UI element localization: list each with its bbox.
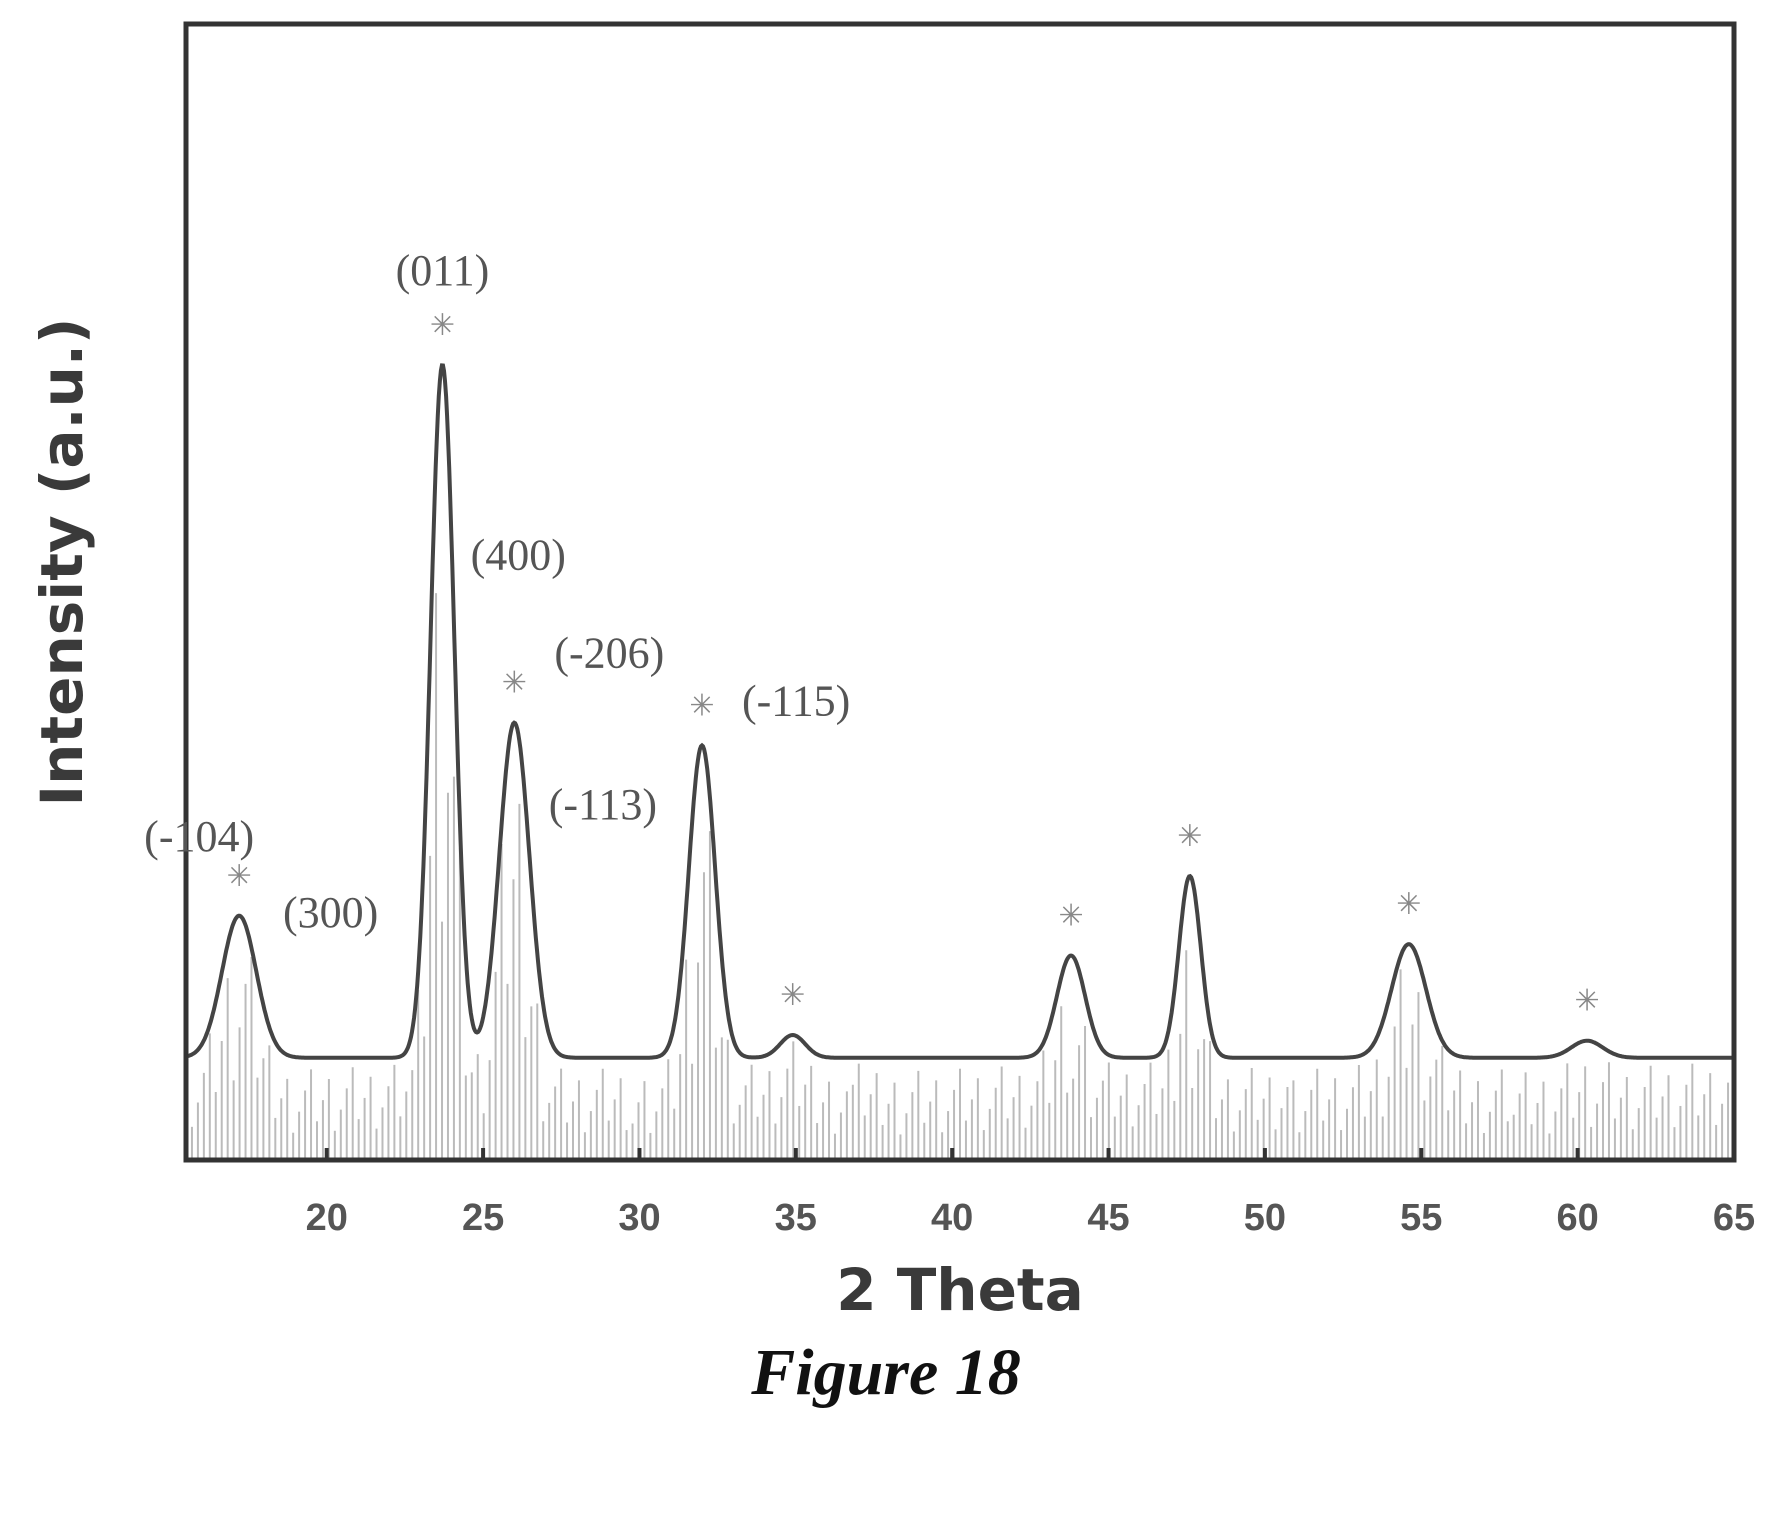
peak-annotation: (-113)	[549, 780, 657, 829]
peak-annotation: (300)	[283, 888, 378, 937]
x-tick-label: 30	[618, 1197, 660, 1239]
peak-marker: ✳	[227, 859, 252, 894]
xrd-curve	[185, 363, 1734, 1060]
xrd-chart: 20 25 30 35 40 45 50 55 60 65 ✳ ✳ ✳ ✳ ✳ ✳ ✳ ✳ ✳ (-104) (01…	[28, 21, 1755, 1320]
peak-marker: ✳	[689, 688, 714, 723]
plot-frame	[183, 21, 1737, 1163]
x-tick-label: 50	[1244, 1197, 1286, 1239]
figure-caption: Figure 18	[751, 1336, 1021, 1409]
peak-labels: (-104) (011) (-206) (-115) (300) (400) (-113)	[144, 246, 850, 937]
x-tick-label: 20	[306, 1197, 348, 1239]
x-axis-title: 2 Theta	[836, 1256, 1084, 1320]
peak-label: (-115)	[742, 676, 850, 725]
peak-marker: ✳	[1396, 887, 1421, 922]
y-axis-title: Intensity (a.u.)	[28, 318, 96, 807]
x-tick-label: 65	[1713, 1197, 1755, 1239]
peak-label: (011)	[396, 246, 490, 295]
x-axis-ticks: 20 25 30 35 40 45 50 55 60 65	[306, 1148, 1755, 1239]
peak-markers: ✳ ✳ ✳ ✳ ✳ ✳ ✳ ✳ ✳	[227, 308, 1600, 1019]
x-tick-label: 35	[775, 1197, 817, 1239]
x-tick-label: 60	[1556, 1197, 1598, 1239]
x-tick-label: 55	[1400, 1197, 1442, 1239]
peak-marker: ✳	[502, 666, 527, 701]
x-tick-label: 45	[1087, 1197, 1129, 1239]
peak-label: (-104)	[144, 812, 254, 861]
peak-annotation: (400)	[471, 530, 566, 579]
x-tick-label: 25	[462, 1197, 504, 1239]
peak-marker: ✳	[1177, 819, 1202, 854]
x-tick-label: 40	[931, 1197, 973, 1239]
peak-marker: ✳	[1574, 984, 1599, 1019]
peak-label: (-206)	[554, 629, 664, 678]
reference-lines	[185, 593, 1730, 1160]
peak-marker: ✳	[1058, 899, 1083, 934]
peak-marker: ✳	[780, 978, 805, 1013]
peak-marker: ✳	[430, 308, 455, 343]
